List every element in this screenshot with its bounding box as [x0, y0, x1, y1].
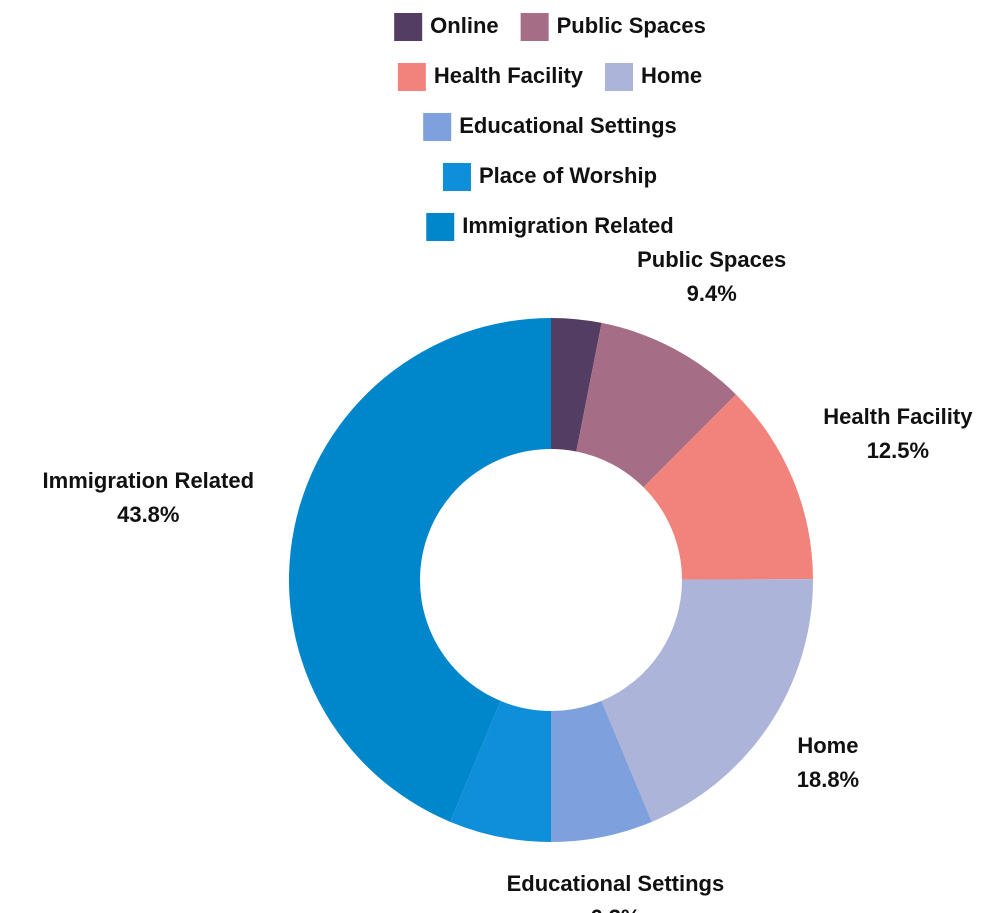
- slice-name: Immigration Related: [43, 468, 254, 493]
- donut-slice: [450, 700, 551, 842]
- legend-swatch: [394, 13, 423, 41]
- legend-swatch: [423, 113, 452, 141]
- donut-slice: [643, 394, 813, 580]
- legend-label: Home: [641, 63, 702, 88]
- legend-label: Health Facility: [434, 63, 584, 88]
- data-label: Public Spaces 9.4%: [637, 247, 786, 306]
- donut-slice: [551, 318, 602, 452]
- slice-name: Public Spaces: [637, 247, 786, 272]
- legend-item: Home: [605, 63, 702, 91]
- legend-label: Immigration Related: [462, 213, 673, 238]
- slice-name: Home: [797, 733, 858, 758]
- donut-slice: [551, 700, 652, 842]
- legend-item: Educational Settings: [423, 113, 677, 141]
- legend-label: Public Spaces: [557, 13, 706, 38]
- slice-value: 12.5%: [867, 438, 929, 463]
- slice-value: 6.3%: [590, 905, 640, 913]
- slice-value: 43.8%: [117, 502, 179, 527]
- slice-name: Educational Settings: [507, 871, 725, 896]
- legend-swatch: [397, 63, 426, 91]
- donut-slice: [288, 318, 551, 822]
- legend-item: Online: [394, 13, 499, 41]
- legend-item: Place of Worship: [442, 163, 657, 191]
- slice-name: Health Facility: [823, 404, 973, 429]
- data-label: Educational Settings 6.3%: [507, 871, 725, 913]
- slice-value: 9.4%: [687, 281, 737, 306]
- data-label: Home 18.8%: [797, 733, 859, 792]
- legend-label: Educational Settings: [459, 113, 677, 138]
- legend-item: Health Facility: [397, 63, 584, 91]
- slice-value: 18.8%: [797, 767, 859, 792]
- legend-swatch: [520, 13, 549, 41]
- donut-slice: [576, 322, 736, 488]
- legend-swatch: [605, 63, 634, 91]
- data-label: Immigration Related 43.8%: [43, 468, 254, 527]
- legend-item: Immigration Related: [426, 213, 674, 241]
- legend-label: Place of Worship: [479, 163, 657, 188]
- legend-item: Public Spaces: [520, 13, 706, 41]
- legend-label: Online: [430, 13, 498, 38]
- data-label: Health Facility 12.5%: [823, 404, 973, 463]
- donut-slice: [601, 579, 813, 822]
- legend-swatch: [426, 213, 455, 241]
- legend-swatch: [442, 163, 471, 191]
